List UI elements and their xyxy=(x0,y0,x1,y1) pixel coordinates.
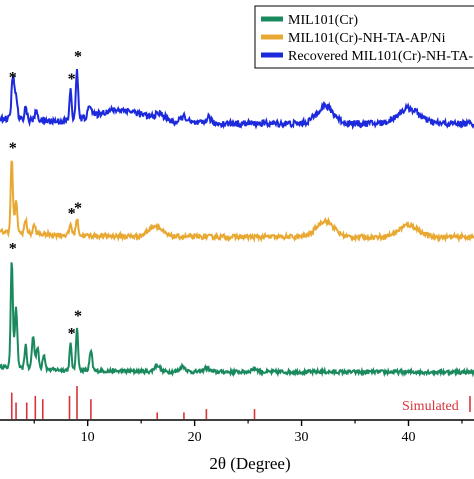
peak-marker: * xyxy=(74,200,82,217)
legend-label: MIL101(Cr) xyxy=(288,13,358,28)
x-tick-label: 20 xyxy=(188,430,202,445)
peak-marker: * xyxy=(68,71,76,88)
x-tick-label: 30 xyxy=(295,430,309,445)
series-line-1 xyxy=(0,160,474,244)
x-axis: 10 20 30 40 xyxy=(0,419,474,445)
plot-area: ******* **Simulated xyxy=(0,49,474,419)
legend: MIL101(Cr) MIL101(Cr)-NH-TA-AP/Ni Recovere… xyxy=(254,5,474,69)
series-line-0 xyxy=(0,262,474,378)
peak-marker: * xyxy=(9,140,17,157)
simulated-label: Simulated xyxy=(402,399,459,414)
peak-marker: * xyxy=(9,69,17,86)
peak-marker: * xyxy=(74,308,82,325)
peak-marker: * xyxy=(74,49,82,66)
x-tick-label: 10 xyxy=(81,430,95,445)
peak-marker: * xyxy=(68,325,76,342)
legend-label: MIL101(Cr)-NH-TA-AP/Ni xyxy=(288,31,446,46)
peak-marker: * xyxy=(9,240,17,257)
x-axis-label: 2θ (Degree) xyxy=(209,454,290,473)
legend-box xyxy=(254,5,474,69)
x-tick-label: 40 xyxy=(401,430,415,445)
legend-label: Recovered MIL101(Cr)-NH-TA-... xyxy=(288,49,474,64)
peak-marker: * xyxy=(68,205,76,222)
series-line-2 xyxy=(0,69,474,131)
